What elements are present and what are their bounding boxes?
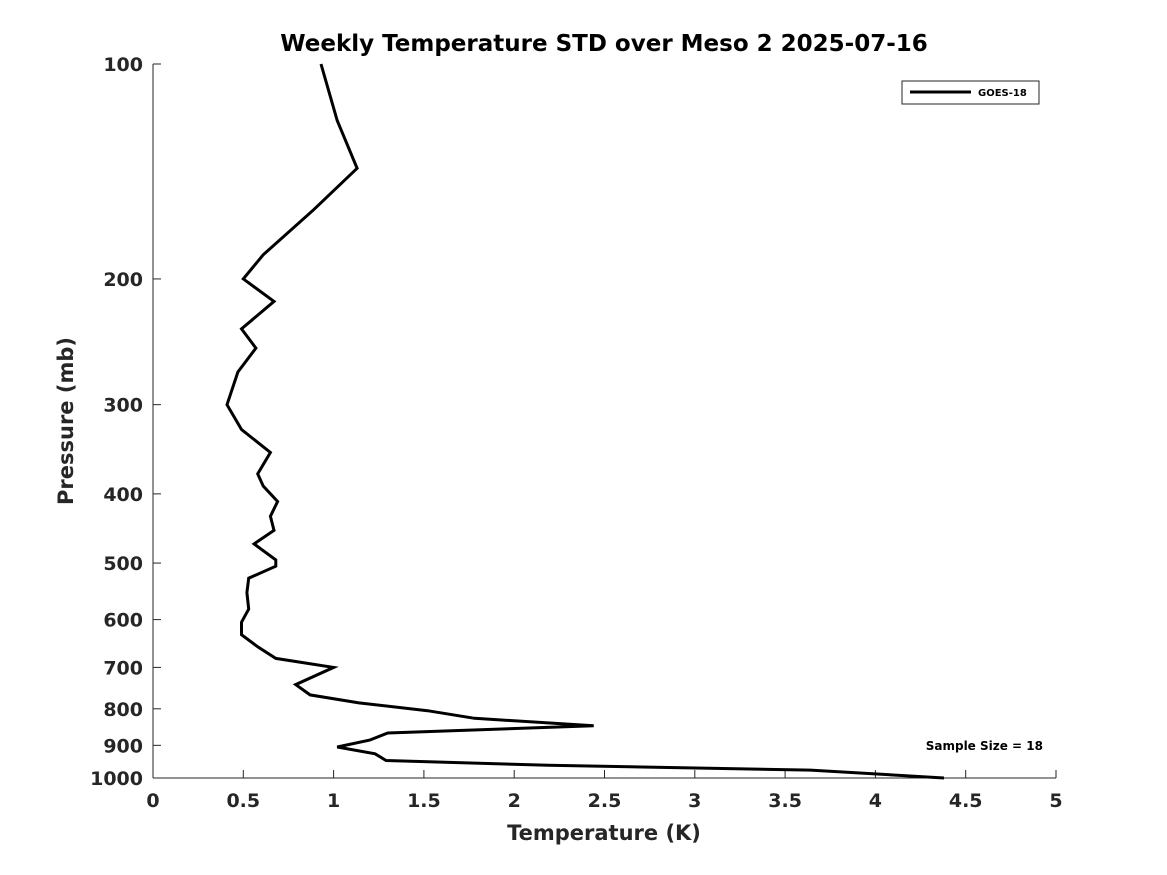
x-tick-label: 0 bbox=[146, 790, 159, 812]
x-tick-label: 3 bbox=[688, 790, 701, 812]
y-tick-label: 100 bbox=[103, 54, 143, 76]
y-tick-label: 1000 bbox=[90, 768, 143, 790]
y-tick-label: 800 bbox=[103, 699, 143, 721]
y-tick-label: 200 bbox=[103, 269, 143, 291]
y-tick-label: 900 bbox=[103, 735, 143, 757]
x-tick-label: 2.5 bbox=[588, 790, 622, 812]
x-axis-title: Temperature (K) bbox=[507, 821, 701, 845]
series-line-goes-18 bbox=[225, 63, 945, 780]
legend-label: GOES-18 bbox=[978, 88, 1027, 99]
y-tick-label: 700 bbox=[103, 657, 143, 679]
sample-size-annotation: Sample Size = 18 bbox=[926, 739, 1043, 753]
legend: GOES-18 bbox=[901, 80, 1040, 105]
x-ticks: 0 0.5 1 1.5 2 2.5 3 3.5 4 4.5 5 bbox=[146, 770, 1063, 812]
x-tick-label: 3.5 bbox=[768, 790, 802, 812]
y-tick-label: 300 bbox=[103, 395, 143, 417]
x-tick-label: 2 bbox=[508, 790, 521, 812]
y-tick-label: 500 bbox=[103, 553, 143, 575]
x-tick-label: 4.5 bbox=[949, 790, 983, 812]
y-tick-label: 600 bbox=[103, 610, 143, 632]
x-tick-label: 5 bbox=[1049, 790, 1062, 812]
x-tick-label: 1 bbox=[327, 790, 340, 812]
chart-title: Weekly Temperature STD over Meso 2 2025-… bbox=[280, 31, 928, 57]
y-axis-title: Pressure (mb) bbox=[54, 337, 78, 505]
x-tick-label: 0.5 bbox=[226, 790, 260, 812]
series-layer bbox=[225, 63, 945, 780]
y-ticks: 100 200 300 400 500 600 700 800 900 1000 bbox=[90, 54, 161, 790]
x-tick-label: 4 bbox=[869, 790, 882, 812]
y-tick-label: 400 bbox=[103, 484, 143, 506]
x-tick-label: 1.5 bbox=[407, 790, 441, 812]
